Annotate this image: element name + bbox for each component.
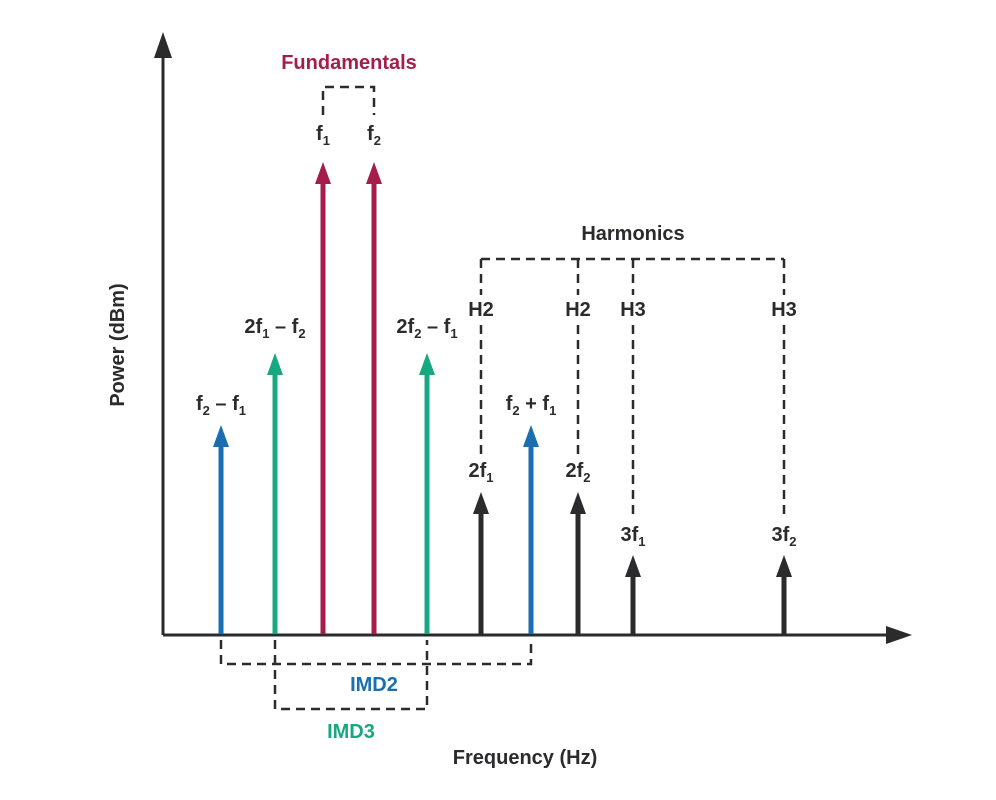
- tone-f1: f1: [315, 123, 331, 634]
- spectral-tones: f2 – f1 2f1 – f2 f1 f2 2f2 – f1 2f1 f2 + f1 2f2…: [196, 123, 797, 634]
- tone-arrowhead-icon: [625, 555, 641, 577]
- h2-label-left: H2: [468, 299, 494, 321]
- tone-arrowhead-icon: [419, 353, 435, 375]
- tone-arrowhead-icon: [570, 492, 586, 514]
- tone-arrowhead-icon: [213, 425, 229, 447]
- y-axis-arrowhead-icon: [154, 32, 172, 58]
- axes: Frequency (Hz) Power (dBm): [107, 32, 912, 769]
- h3-label-right: H3: [771, 299, 797, 321]
- tone-label-2f2: 2f2: [565, 460, 590, 485]
- tone-arrowhead-icon: [776, 555, 792, 577]
- x-axis-arrowhead-icon: [886, 626, 912, 644]
- tone-label-2f1: 2f1: [468, 460, 493, 485]
- tone-arrowhead-icon: [366, 162, 382, 184]
- group-brackets: Fundamentals Harmonics H2 H2 H3 H3 IMD2 …: [219, 52, 797, 743]
- x-axis-title: Frequency (Hz): [453, 747, 597, 769]
- h2-label-right: H2: [565, 299, 591, 321]
- tone-f2-minus-f1: f2 – f1: [196, 393, 246, 634]
- tone-arrowhead-icon: [267, 353, 283, 375]
- imd3-title: IMD3: [327, 721, 375, 743]
- fundamentals-bracket: [321, 85, 376, 115]
- harmonics-title: Harmonics: [581, 223, 684, 245]
- tone-arrowhead-icon: [523, 425, 539, 447]
- imd3-bracket: [273, 640, 429, 711]
- tone-f2-plus-f1: f2 + f1: [506, 393, 557, 634]
- tone-label-2f2-minus-f1: 2f2 – f1: [396, 316, 457, 341]
- tone-3f2: 3f2: [771, 524, 797, 634]
- tone-2f1: 2f1: [468, 460, 494, 634]
- imd2-bracket: [219, 640, 533, 666]
- tone-f2: f2: [366, 123, 382, 634]
- tone-2f2-minus-f1: 2f2 – f1: [396, 316, 458, 634]
- tone-2f1-minus-f2: 2f1 – f2: [244, 316, 306, 634]
- tone-label-2f1-minus-f2: 2f1 – f2: [244, 316, 305, 341]
- tone-label-f2-minus-f1: f2 – f1: [196, 393, 246, 418]
- y-axis-title: Power (dBm): [107, 283, 129, 406]
- tone-2f2: 2f2: [565, 460, 591, 634]
- tone-arrowhead-icon: [473, 492, 489, 514]
- tone-arrowhead-icon: [315, 162, 331, 184]
- h3-label-left: H3: [620, 299, 646, 321]
- tone-label-f2-plus-f1: f2 + f1: [506, 393, 557, 418]
- tone-label-3f1: 3f1: [620, 524, 645, 549]
- fundamentals-title: Fundamentals: [281, 52, 417, 74]
- tone-label-f2: f2: [367, 123, 381, 148]
- imd2-title: IMD2: [350, 674, 398, 696]
- tone-label-f1: f1: [316, 123, 330, 148]
- tone-3f1: 3f1: [620, 524, 646, 634]
- tone-label-3f2: 3f2: [771, 524, 796, 549]
